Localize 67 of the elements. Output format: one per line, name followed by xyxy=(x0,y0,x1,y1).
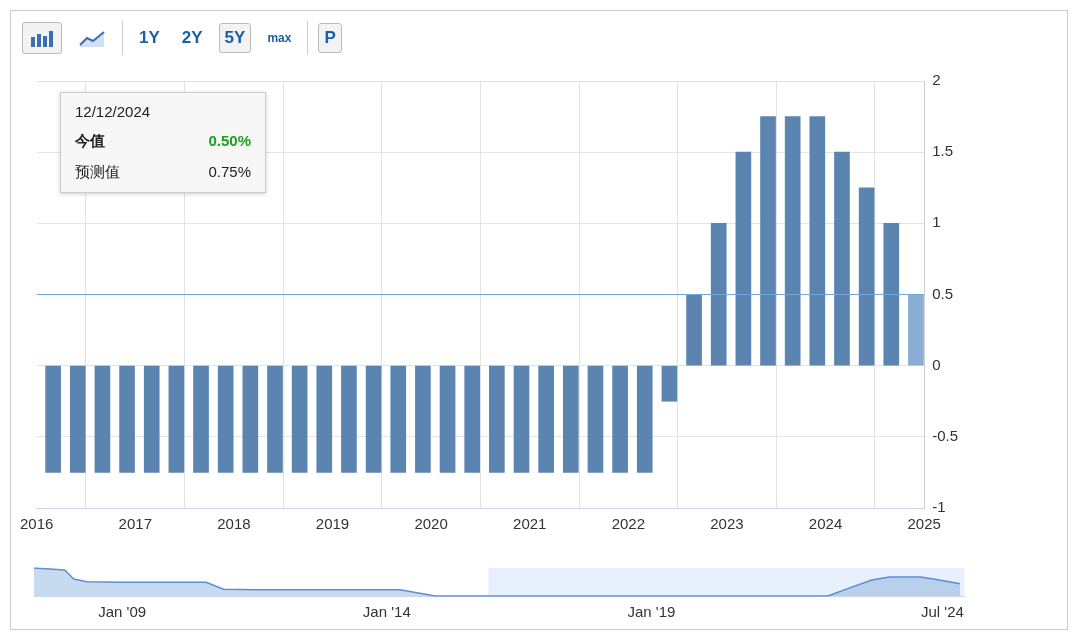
bar xyxy=(45,365,61,473)
bar xyxy=(415,365,431,473)
bar xyxy=(316,365,333,473)
bar xyxy=(513,365,530,473)
bar xyxy=(193,365,209,473)
bar xyxy=(489,365,505,473)
x-tick-label: 2025 xyxy=(907,515,941,533)
bar xyxy=(809,116,826,366)
x-tick-label: 2019 xyxy=(315,515,350,533)
bar xyxy=(661,365,678,402)
bar xyxy=(242,365,259,473)
y-tick-label: -0.5 xyxy=(932,426,959,444)
bar xyxy=(834,151,850,366)
y-tick-label: -1 xyxy=(932,498,946,516)
bar xyxy=(883,223,900,366)
text: 2Y xyxy=(180,27,204,49)
x-tick-label: 2021 xyxy=(513,515,547,533)
x-tick-label: 2020 xyxy=(414,515,448,533)
y-tick-label: 2 xyxy=(932,71,941,89)
x-tick-label: 2018 xyxy=(217,515,251,533)
x-tick-label: 2023 xyxy=(710,515,744,533)
bar xyxy=(858,187,875,366)
bar xyxy=(69,365,86,473)
bar xyxy=(760,116,776,366)
bar xyxy=(143,365,160,473)
x-tick-label: Jul '24 xyxy=(920,603,964,621)
text: 5Y xyxy=(218,23,252,53)
annotation: 0.50% xyxy=(208,132,251,151)
bar xyxy=(94,365,111,473)
bar xyxy=(267,365,283,473)
bar xyxy=(168,365,185,473)
bar xyxy=(464,365,481,473)
y-tick-label: 1.5 xyxy=(932,142,954,160)
annotation: 12/12/2024 xyxy=(75,103,152,120)
y-tick-label: 1 xyxy=(932,213,941,231)
text: 1Y xyxy=(138,27,161,49)
bar xyxy=(538,365,554,473)
annotation: 0.75% xyxy=(208,163,251,182)
y-tick-label: 0.5 xyxy=(932,284,954,302)
bar xyxy=(390,365,407,473)
x-tick-label: 2017 xyxy=(118,515,152,533)
annotation: 今值 xyxy=(75,132,105,151)
bar xyxy=(686,294,702,366)
bar xyxy=(735,151,752,366)
bar xyxy=(612,365,628,473)
x-tick-label: 2022 xyxy=(611,515,646,533)
text: max xyxy=(266,30,293,47)
bar xyxy=(439,365,456,473)
bar xyxy=(365,365,382,473)
x-tick-label: Jan '14 xyxy=(362,603,411,621)
bar xyxy=(291,365,308,473)
x-tick-label: 2024 xyxy=(808,515,843,533)
y-tick-label: 0 xyxy=(932,355,941,373)
bar xyxy=(908,294,924,366)
bar xyxy=(217,365,234,473)
annotation: 预测值 xyxy=(75,163,120,182)
bar xyxy=(784,116,801,366)
bar xyxy=(710,223,727,366)
bar xyxy=(119,365,135,473)
x-tick-label: 2016 xyxy=(20,515,54,533)
x-tick-label: Jan '19 xyxy=(627,603,676,621)
bar xyxy=(636,365,653,473)
bar xyxy=(341,365,357,473)
bar xyxy=(587,365,604,473)
text: P xyxy=(318,23,342,53)
x-tick-label: Jan '09 xyxy=(98,603,147,621)
bar xyxy=(562,365,579,473)
